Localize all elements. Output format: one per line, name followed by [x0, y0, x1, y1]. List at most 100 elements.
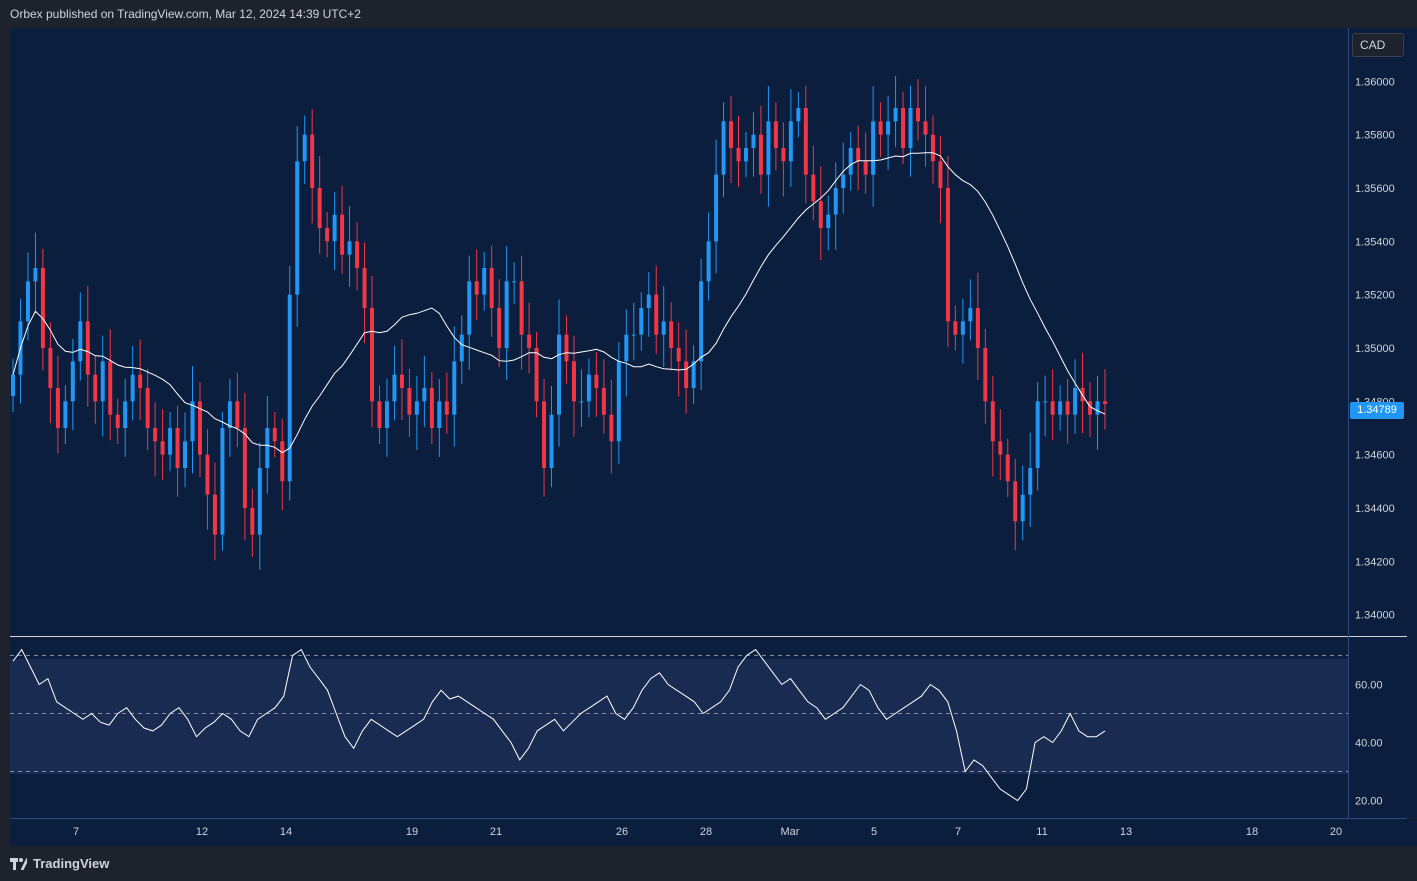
candle-body: [624, 334, 629, 362]
time-tick-label: 13: [1120, 826, 1132, 838]
price-tick-label: 1.34000: [1355, 610, 1395, 622]
price-tick-label: 1.35200: [1355, 290, 1395, 302]
candle-body: [452, 361, 457, 415]
candle-body: [355, 241, 360, 268]
candle-body: [197, 401, 202, 455]
candle-body: [542, 401, 547, 468]
candle-body: [826, 214, 831, 228]
candle-body: [833, 188, 838, 215]
candle-body: [257, 468, 262, 535]
candle-body: [429, 388, 434, 428]
candle-body: [534, 348, 539, 402]
candle-body: [325, 228, 330, 242]
candle-body: [953, 321, 958, 335]
candle-body: [848, 148, 853, 175]
price-axis-bg: [1348, 28, 1417, 818]
candle-body: [489, 268, 494, 308]
candle-body: [714, 174, 719, 242]
candle-body: [212, 494, 217, 535]
candle-body: [130, 374, 135, 402]
candle-body: [332, 214, 337, 242]
time-tick-label: Mar: [781, 826, 800, 838]
rsi-tick-label: 60.00: [1355, 679, 1383, 691]
candle-body: [766, 121, 771, 175]
price-tick-label: 1.35600: [1355, 183, 1395, 195]
candle-body: [78, 321, 83, 362]
candle-body: [414, 401, 419, 415]
candle-body: [1073, 388, 1078, 415]
candle-body: [527, 334, 532, 348]
candle-body: [699, 281, 704, 362]
candle-body: [669, 321, 674, 348]
candle-body: [676, 348, 681, 362]
footer: TradingView: [0, 846, 1417, 881]
candle-body: [33, 268, 38, 282]
candle-body: [773, 121, 778, 148]
candle-body: [25, 281, 30, 322]
candle-body: [549, 414, 554, 468]
candle-body: [1028, 468, 1033, 495]
candle-body: [960, 321, 965, 335]
candle-body: [407, 388, 412, 415]
candle-body: [886, 121, 891, 135]
candle-body: [40, 268, 45, 348]
candle-body: [788, 121, 793, 162]
tradingview-logo-icon: [10, 857, 28, 870]
candle-body: [691, 361, 696, 388]
candle-body: [639, 308, 644, 335]
candle-body: [48, 348, 53, 388]
candle-body: [729, 121, 734, 148]
candle-body: [930, 134, 935, 162]
candle-body: [153, 428, 158, 442]
candle-body: [796, 108, 801, 122]
candle-body: [138, 374, 143, 388]
candle-body: [818, 201, 823, 228]
candle-body: [721, 121, 726, 175]
candle-body: [482, 268, 487, 295]
candle-body: [168, 428, 173, 455]
candle-body: [1058, 401, 1063, 415]
candle-body: [11, 374, 15, 396]
candle-body: [295, 161, 300, 295]
candle-body: [467, 281, 472, 335]
candle-body: [497, 308, 502, 348]
candle-body: [1043, 401, 1048, 403]
candle-body: [63, 401, 68, 428]
candle-body: [93, 374, 98, 402]
candle-body: [280, 441, 285, 482]
candle-body: [631, 334, 636, 336]
candle-body: [160, 441, 165, 455]
candle-body: [317, 188, 322, 228]
candle-body: [340, 214, 345, 255]
time-tick-label: 11: [1036, 826, 1047, 838]
time-tick-label: 18: [1246, 826, 1258, 838]
candle-body: [998, 441, 1003, 455]
candle-body: [422, 388, 427, 402]
candle-body: [272, 428, 277, 442]
time-tick-label: 28: [700, 826, 712, 838]
candle-body: [916, 108, 921, 122]
candle-body: [706, 241, 711, 282]
rsi-tick-label: 40.00: [1355, 738, 1383, 750]
candle-body: [1065, 401, 1070, 415]
price-tick-label: 1.34400: [1355, 503, 1395, 515]
time-axis-bg: [10, 819, 1417, 846]
time-tick-label: 12: [196, 826, 208, 838]
candle-body: [616, 361, 621, 442]
candle-body: [968, 308, 973, 322]
candle-body: [743, 148, 748, 162]
currency-badge[interactable]: CAD: [1352, 33, 1404, 57]
candle-body: [893, 108, 898, 122]
candle-body: [145, 388, 150, 428]
price-tick-label: 1.34200: [1355, 556, 1395, 568]
candle-body: [392, 374, 397, 402]
last-price-badge: 1.34789: [1350, 402, 1404, 419]
time-tick-label: 19: [406, 826, 418, 838]
tradingview-logo[interactable]: TradingView: [10, 856, 109, 871]
candle-body: [609, 414, 614, 442]
rsi-band: [10, 659, 1348, 774]
candle-body: [175, 428, 180, 468]
candle-body: [758, 134, 763, 175]
candle-body: [370, 308, 375, 402]
